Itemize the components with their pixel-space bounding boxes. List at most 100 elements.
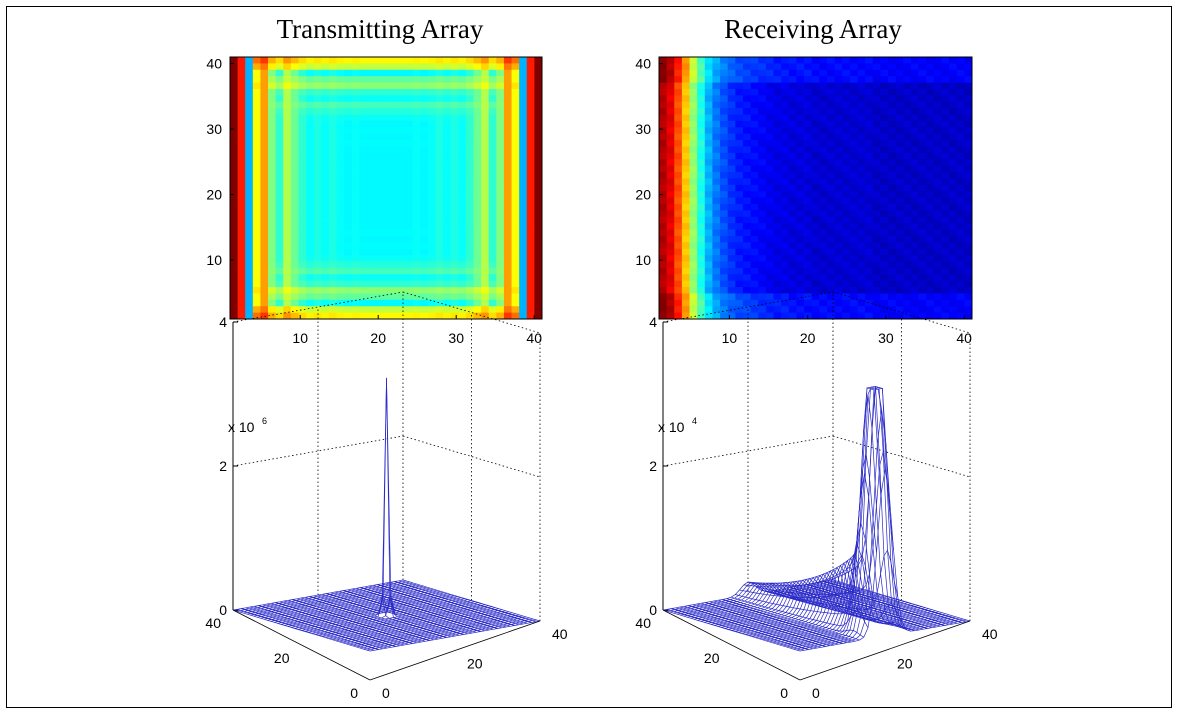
heatmap-receiving-cell [819,63,828,71]
heatmap-receiving-cell [964,88,973,96]
heatmap-transmitting-cell [344,293,353,301]
heatmap-receiving-cell [811,159,820,167]
heatmap-receiving-cell [811,299,820,307]
heatmap-transmitting-cell [458,248,467,256]
heatmap-transmitting-cell [374,120,383,128]
heatmap-receiving-cell [865,223,874,230]
heatmap-receiving-cell [842,63,851,71]
heatmap-receiving-cell [926,114,935,122]
heatmap-transmitting-cell [268,101,277,109]
heatmap-transmitting-cell [245,114,254,122]
heatmap-receiving-cell [697,229,706,237]
heatmap-transmitting-cell [290,210,299,218]
heatmap-transmitting-cell [420,133,429,141]
heatmap-receiving-cell [819,88,828,96]
heatmap-receiving-cell [910,108,919,115]
heatmap-receiving-cell [720,146,729,154]
heatmap-receiving-cell [842,242,851,250]
heatmap-transmitting-cell [443,191,452,198]
heatmap-transmitting-cell [351,280,360,288]
heatmap-transmitting-cell [526,242,535,250]
heatmap-transmitting-cell [473,82,482,90]
heatmap-receiving-cell [758,101,767,109]
heatmap-transmitting-cell [450,191,459,198]
heatmap-transmitting-cell [313,242,322,250]
surface-receiving-left-tick-label: 40 [635,615,651,631]
heatmap-receiving-cell [903,165,912,173]
heatmap-transmitting-cell [351,146,360,154]
heatmap-receiving-cell [933,197,942,205]
heatmap-receiving-cell [949,306,958,314]
heatmap-receiving-cell [720,57,729,64]
heatmap-receiving-cell [704,312,713,320]
heatmap-receiving-cell [903,280,912,288]
heatmap-transmitting-cell [351,88,360,96]
heatmap-transmitting-cell [496,293,505,301]
heatmap-transmitting-cell [420,178,429,186]
heatmap-receiving-cell [865,280,874,288]
heatmap-receiving-cell [788,293,797,301]
heatmap-receiving-cell [834,82,843,90]
heatmap-receiving-cell [704,120,713,128]
heatmap-transmitting-cell [435,248,444,256]
heatmap-transmitting-cell [245,255,254,262]
heatmap-receiving-cell [727,82,736,90]
heatmap-transmitting-cell [526,248,535,256]
heatmap-transmitting-cell [374,255,383,262]
heatmap-transmitting-cell [268,216,277,224]
heatmap-transmitting-cell [519,274,528,282]
heatmap-receiving-cell [712,267,721,275]
heatmap-receiving-cell [712,133,721,141]
heatmap-transmitting-cell [397,114,406,122]
heatmap-receiving-cell [918,152,927,160]
heatmap-transmitting-cell [344,267,353,275]
heatmap-receiving-cell [819,191,828,198]
heatmap-receiving-cell [765,159,774,167]
heatmap-receiving-cell [735,280,744,288]
heatmap-receiving-cell [758,69,767,77]
heatmap-transmitting-cell [252,248,261,256]
heatmap-transmitting-cell [443,63,452,71]
heatmap-transmitting-cell [511,114,520,122]
heatmap-receiving-cell [758,299,767,307]
heatmap-transmitting-cell [458,172,467,179]
heatmap-receiving-cell [689,101,698,109]
heatmap-transmitting-cell [481,203,490,211]
heatmap-receiving-cell [880,287,889,294]
heatmap-receiving-cell [681,114,690,122]
heatmap-transmitting-cell [336,242,345,250]
heatmap-transmitting-cell [252,235,261,243]
heatmap-receiving-cell [880,267,889,275]
heatmap-transmitting-cell [382,280,391,288]
heatmap-transmitting-cell [420,101,429,109]
heatmap-receiving-cell [949,223,958,230]
heatmap-transmitting-cell [366,235,375,243]
heatmap-transmitting-cell [313,223,322,230]
heatmap-transmitting-cell [420,197,429,205]
heatmap-transmitting-cell [412,82,421,90]
heatmap-transmitting-cell [283,172,292,179]
heatmap-transmitting-cell [412,184,421,192]
heatmap-transmitting-cell [260,255,269,262]
heatmap-receiving-cell [834,267,843,275]
heatmap-transmitting-cell [405,184,414,192]
heatmap-transmitting-cell [443,229,452,237]
heatmap-receiving-cell [788,197,797,205]
heatmap-transmitting-cell [405,191,414,198]
heatmap-receiving-cell [712,82,721,90]
heatmap-transmitting-cell [389,312,398,320]
heatmap-transmitting-cell [359,229,368,237]
heatmap-receiving-xtick-label: 10 [722,330,738,346]
heatmap-receiving-cell [788,95,797,103]
heatmap-receiving-cell [674,127,683,135]
heatmap-transmitting-cell [275,210,284,218]
heatmap-transmitting-cell [230,203,239,211]
heatmap-transmitting-cell [412,235,421,243]
heatmap-transmitting-cell [503,184,512,192]
heatmap-receiving-cell [758,229,767,237]
heatmap-receiving-cell [796,299,805,307]
heatmap-transmitting-cell [496,312,505,320]
heatmap-transmitting-cell [237,165,246,173]
heatmap-receiving-cell [849,274,858,282]
